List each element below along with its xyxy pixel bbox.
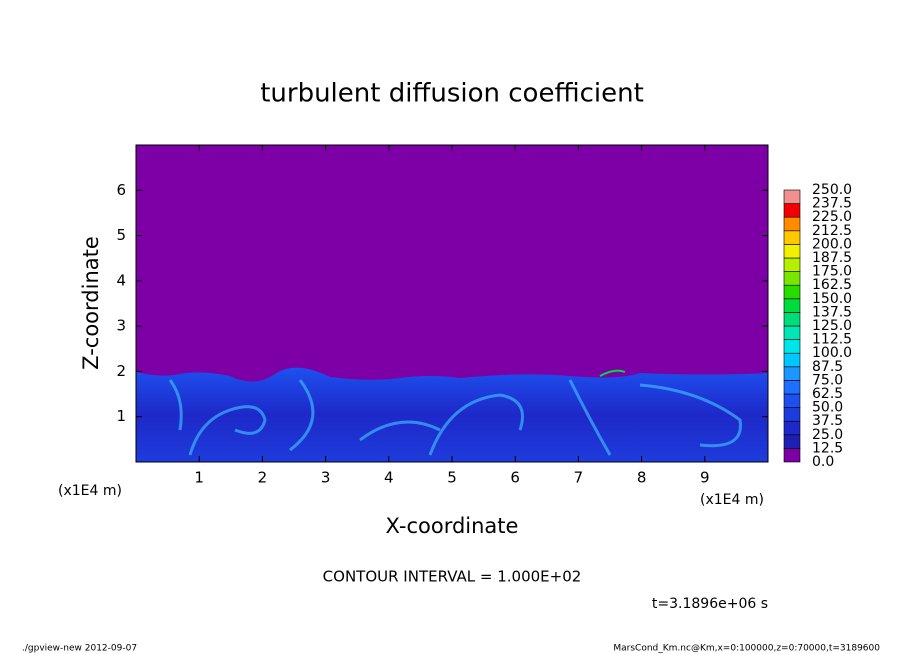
colorbar-label: 125.0 — [812, 318, 852, 334]
field-peak — [599, 369, 626, 377]
colorbar-label: 162.5 — [812, 277, 852, 293]
x-axis-label: X-coordinate — [386, 514, 519, 538]
x-tick-label: 8 — [637, 469, 647, 487]
colorbar-label: 87.5 — [812, 359, 843, 375]
colorbar-label: 62.5 — [812, 386, 843, 402]
colorbar-label: 212.5 — [812, 223, 852, 239]
field — [136, 145, 768, 462]
x-tick-label: 3 — [321, 469, 331, 487]
colorbar-label: 200.0 — [812, 236, 852, 252]
colorbar-box — [783, 380, 801, 395]
colorbar-box — [783, 420, 801, 436]
colorbar-label: 37.5 — [812, 413, 843, 429]
colorbar-box — [783, 216, 801, 232]
x-tick-label: 7 — [574, 469, 584, 487]
x-unit-left: (x1E4 m) — [58, 483, 122, 499]
colorbar-box — [783, 366, 801, 381]
x-tick-label: 5 — [447, 469, 457, 487]
contour-note: CONTOUR INTERVAL = 1.000E+02 — [323, 568, 582, 586]
colorbar-box — [783, 393, 801, 408]
colorbar-box — [783, 448, 801, 463]
colorbar-box — [783, 339, 801, 354]
y-tick-label: 6 — [116, 181, 126, 199]
x-tick-label: 1 — [194, 469, 204, 487]
colorbar-box — [783, 230, 801, 245]
y-tick-label: 5 — [116, 226, 126, 244]
colorbar-box — [783, 325, 801, 340]
colorbar-label: 25.0 — [812, 427, 843, 443]
colorbar-label: 100.0 — [812, 345, 852, 361]
colorbar-label: 112.5 — [812, 332, 852, 348]
colorbar-box — [783, 257, 801, 272]
colorbar-box — [783, 434, 801, 449]
y-tick-label: 2 — [116, 362, 126, 380]
colorbar-label: 12.5 — [812, 440, 843, 456]
colorbar-box — [783, 189, 801, 204]
colorbar-box — [783, 407, 801, 422]
colorbar-label: 75.0 — [812, 372, 843, 388]
chart-title: turbulent diffusion coefficient — [260, 79, 644, 109]
colorbar-box — [783, 284, 801, 300]
colorbar-label: 175.0 — [812, 264, 852, 280]
x-tick-label: 2 — [258, 469, 268, 487]
footer-left: ./gpview-new 2012-09-07 — [22, 644, 137, 654]
colorbar-label: 237.5 — [812, 196, 852, 212]
colorbar-label: 0.0 — [812, 454, 834, 470]
footer-right: MarsCond_Km.nc@Km,x=0:100000,z=0:70000,t… — [613, 644, 880, 654]
colorbar-box — [783, 244, 801, 259]
colorbar-box — [783, 352, 801, 368]
colorbar-label: 187.5 — [812, 250, 852, 266]
colorbar-label: 137.5 — [812, 304, 852, 320]
time-label: t=3.1896e+06 s — [652, 596, 768, 612]
colorbar-label: 250.0 — [812, 182, 852, 198]
colorbar-box — [783, 298, 801, 313]
colorbar-label: 50.0 — [812, 400, 843, 416]
colorbar-label: 225.0 — [812, 209, 852, 225]
colorbar-box — [783, 203, 801, 218]
field-layer — [136, 367, 768, 462]
y-tick-label: 4 — [116, 271, 126, 289]
y-tick-label: 1 — [116, 407, 126, 425]
colorbar-label: 150.0 — [812, 291, 852, 307]
colorbar-box — [783, 271, 801, 286]
y-tick-label: 3 — [116, 317, 126, 335]
y-axis-label: Z-coordinate — [79, 236, 103, 370]
field-swirls — [168, 379, 742, 456]
x-tick-label: 6 — [510, 469, 520, 487]
x-tick-label: 4 — [384, 469, 394, 487]
x-unit-right: (x1E4 m) — [700, 492, 764, 508]
colorbar-box — [783, 312, 801, 327]
x-tick-label: 9 — [700, 469, 710, 487]
